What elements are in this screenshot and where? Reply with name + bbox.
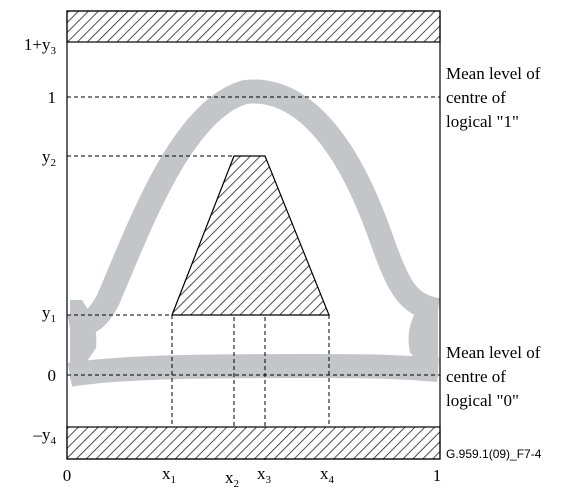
x-label-x2: x2: [225, 468, 239, 489]
eye-lower-band: [67, 354, 440, 387]
figure-reference: G.959.1(09)_F7-4: [446, 447, 542, 461]
upper-mask-region: [66, 10, 441, 43]
eye-pattern: [67, 79, 441, 387]
x-label-x3: x3: [257, 464, 272, 486]
y-label-y2: y2: [42, 147, 56, 169]
eye-right-edge: [408, 300, 438, 378]
x-label-one: 1: [433, 466, 442, 485]
annotation-zero-line-1: Mean level of: [446, 343, 541, 362]
diagram-frame: [66, 10, 441, 460]
y-axis-labels: 1+y3 1 y2 y1 0 –y4: [24, 35, 57, 447]
annotation-logical-one: Mean level of centre of logical "1": [446, 64, 545, 131]
eye-upper-band: [67, 79, 441, 340]
annotation-logical-zero: Mean level of centre of logical "0": [446, 343, 545, 410]
eye-left-edge: [70, 300, 97, 380]
y-label-zero: 0: [48, 366, 57, 385]
x-label-x4: x4: [320, 464, 335, 486]
annotation-zero-line-3: logical "0": [446, 391, 519, 410]
annotation-one-line-3: logical "1": [446, 112, 519, 131]
annotation-one-line-1: Mean level of: [446, 64, 541, 83]
x-label-zero: 0: [63, 466, 72, 485]
y-label-bottom: –y4: [33, 425, 57, 447]
y-label-top: 1+y3: [24, 35, 57, 57]
central-mask-region: [171, 155, 330, 316]
x-axis-labels: 0 x1 x2 x3 x4 1: [63, 464, 442, 489]
x-label-x1: x1: [162, 464, 176, 486]
y-label-y1: y1: [42, 303, 56, 325]
annotation-zero-line-2: centre of: [446, 367, 506, 386]
annotation-one-line-2: centre of: [446, 88, 506, 107]
lower-mask-region: [66, 426, 441, 460]
y-label-one: 1: [48, 88, 57, 107]
